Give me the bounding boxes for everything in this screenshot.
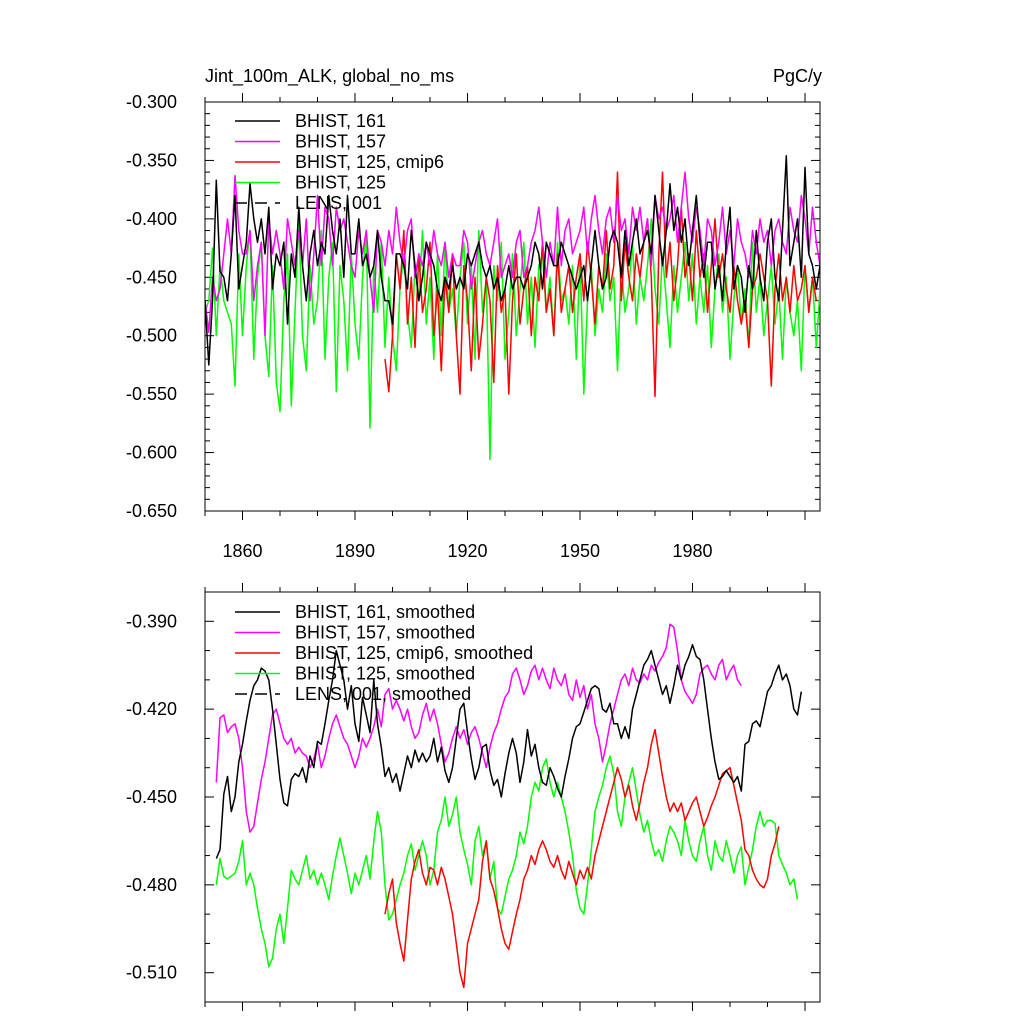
legend-label: BHIST, 157 (295, 132, 386, 152)
legend-label: BHIST, 157, smoothed (295, 623, 475, 643)
x-tick-label: 1950 (560, 541, 600, 561)
legend-label: BHIST, 161, smoothed (295, 602, 475, 622)
y-tick-label: -0.480 (126, 875, 177, 895)
x-tick-label: 1920 (447, 541, 487, 561)
series-line-bhist-125-cmip6-smoothed (384, 728, 780, 989)
series-group (215, 623, 803, 989)
y-tick-label: -0.510 (126, 963, 177, 983)
legend-label: BHIST, 161 (295, 111, 386, 131)
y-tick-label: -0.550 (126, 384, 177, 404)
legend-label: BHIST, 125, smoothed (295, 664, 475, 684)
legend-label: BHIST, 125, cmip6, smoothed (295, 643, 533, 663)
y-tick-label: -0.650 (126, 501, 177, 521)
legend-label: LENS, 001 (295, 193, 382, 213)
top-plot-area: 1860 1890 1920 1950 1980 -0.300 -0.350 -0.400 -0… (126, 92, 821, 561)
y-tick-label: -0.350 (126, 150, 177, 170)
y-tick-label: -0.420 (126, 699, 177, 719)
y-tick-label: -0.390 (126, 611, 177, 631)
panel-bottom: -0.390 -0.420 -0.450 -0.480 -0.510 BHIST, 161… (126, 583, 821, 1011)
y-tick-label: -0.600 (126, 443, 177, 463)
series-line-bhist-161-smoothed (215, 643, 803, 859)
x-tick-label: 1890 (335, 541, 375, 561)
bottom-plot-area: -0.390 -0.420 -0.450 -0.480 -0.510 BHIST, 161… (126, 583, 821, 1011)
y-tick-label: -0.400 (126, 209, 177, 229)
legend-label: BHIST, 125 (295, 173, 386, 193)
legend-label: BHIST, 125, cmip6 (295, 152, 444, 172)
y-tick-label: -0.450 (126, 267, 177, 287)
series-group (205, 155, 820, 461)
y-tick-label: -0.450 (126, 787, 177, 807)
legend-label: LENS, 001, smoothed (295, 684, 471, 704)
series-line-bhist-161 (205, 155, 820, 366)
chart-units: PgC/y (773, 66, 822, 86)
x-tick-label: 1980 (672, 541, 712, 561)
x-tick-label: 1860 (222, 541, 262, 561)
series-line-bhist-157-smoothed (215, 623, 742, 833)
series-line-bhist-125 (205, 218, 820, 461)
chart-title: Jint_100m_ALK, global_no_ms (205, 66, 454, 87)
y-tick-label: -0.300 (126, 92, 177, 112)
y-tick-label: -0.500 (126, 326, 177, 346)
series-line-bhist-157 (205, 171, 820, 337)
panel-top: Jint_100m_ALK, global_no_ms PgC/y 1860 18… (126, 66, 822, 561)
series-line-bhist-125-smoothed (215, 755, 799, 968)
